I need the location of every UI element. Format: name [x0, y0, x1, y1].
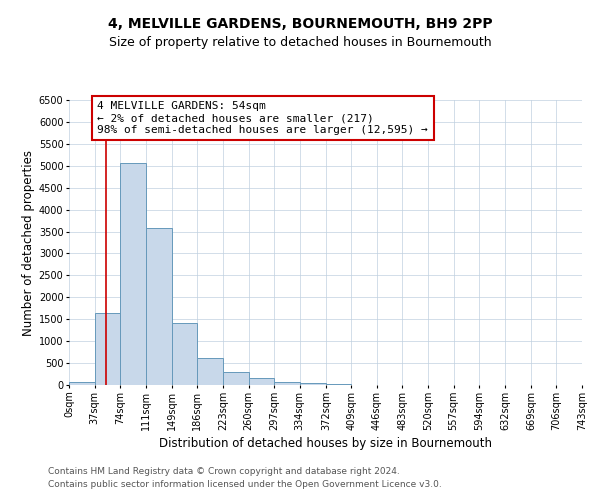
- Bar: [146, 228, 172, 385]
- Text: Contains public sector information licensed under the Open Government Licence v3: Contains public sector information licen…: [48, 480, 442, 489]
- X-axis label: Distribution of detached houses by size in Bournemouth: Distribution of detached houses by size …: [159, 437, 492, 450]
- Bar: [120, 163, 146, 385]
- Bar: [197, 358, 223, 385]
- Text: 4, MELVILLE GARDENS, BOURNEMOUTH, BH9 2PP: 4, MELVILLE GARDENS, BOURNEMOUTH, BH9 2P…: [107, 18, 493, 32]
- Bar: [223, 372, 248, 385]
- Bar: [326, 384, 352, 385]
- Text: Contains HM Land Registry data © Crown copyright and database right 2024.: Contains HM Land Registry data © Crown c…: [48, 467, 400, 476]
- Bar: [274, 382, 299, 385]
- Bar: [299, 382, 326, 385]
- Bar: [172, 322, 197, 385]
- Bar: [95, 313, 120, 385]
- Text: 4 MELVILLE GARDENS: 54sqm
← 2% of detached houses are smaller (217)
98% of semi-: 4 MELVILLE GARDENS: 54sqm ← 2% of detach…: [97, 102, 428, 134]
- Text: Size of property relative to detached houses in Bournemouth: Size of property relative to detached ho…: [109, 36, 491, 49]
- Y-axis label: Number of detached properties: Number of detached properties: [22, 150, 35, 336]
- Bar: [69, 382, 95, 385]
- Bar: [248, 378, 274, 385]
